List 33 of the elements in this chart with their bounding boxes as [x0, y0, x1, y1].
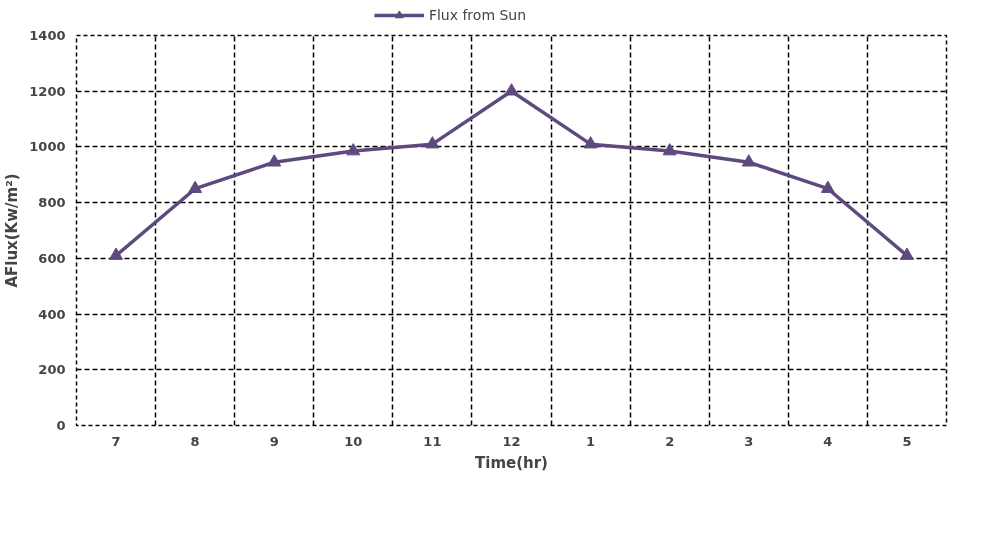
y-axis-title: AFlux(Kw/m²)	[3, 173, 22, 288]
point	[109, 247, 124, 260]
x-tick-label: 4	[823, 433, 833, 449]
point	[820, 180, 835, 193]
y-tick-label: 1200	[29, 83, 66, 99]
x-tick-label: 11	[423, 433, 442, 449]
point	[267, 154, 282, 167]
point	[504, 83, 519, 96]
x-tick-label: 5	[902, 433, 912, 449]
y-tick-label: 1400	[29, 28, 66, 43]
x-tick-label: 9	[269, 433, 279, 449]
point	[188, 180, 203, 193]
point	[346, 143, 361, 156]
x-tick-label: 12	[502, 433, 521, 449]
x-tick-label: 2	[665, 433, 675, 449]
point	[583, 136, 598, 149]
point	[899, 247, 914, 260]
y-tick-label: 800	[38, 195, 66, 211]
point	[425, 136, 440, 149]
y-tick-label: 400	[38, 306, 66, 322]
point	[662, 143, 677, 156]
x-tick-label: 10	[344, 433, 363, 449]
y-tick-label: 0	[56, 418, 66, 433]
y-tick-label: 1000	[29, 139, 66, 155]
y-tick-label: 600	[38, 250, 66, 266]
legend-label: Flux from Sun	[428, 7, 527, 23]
x-tick-label: 7	[111, 433, 121, 449]
x-tick-label: 3	[744, 433, 754, 449]
x-tick-label: 8	[190, 433, 200, 449]
point	[741, 154, 756, 167]
x-tick-label: 1	[586, 433, 596, 449]
x-axis-title: Time(hr)	[475, 453, 548, 472]
y-tick-label: 200	[38, 362, 66, 378]
